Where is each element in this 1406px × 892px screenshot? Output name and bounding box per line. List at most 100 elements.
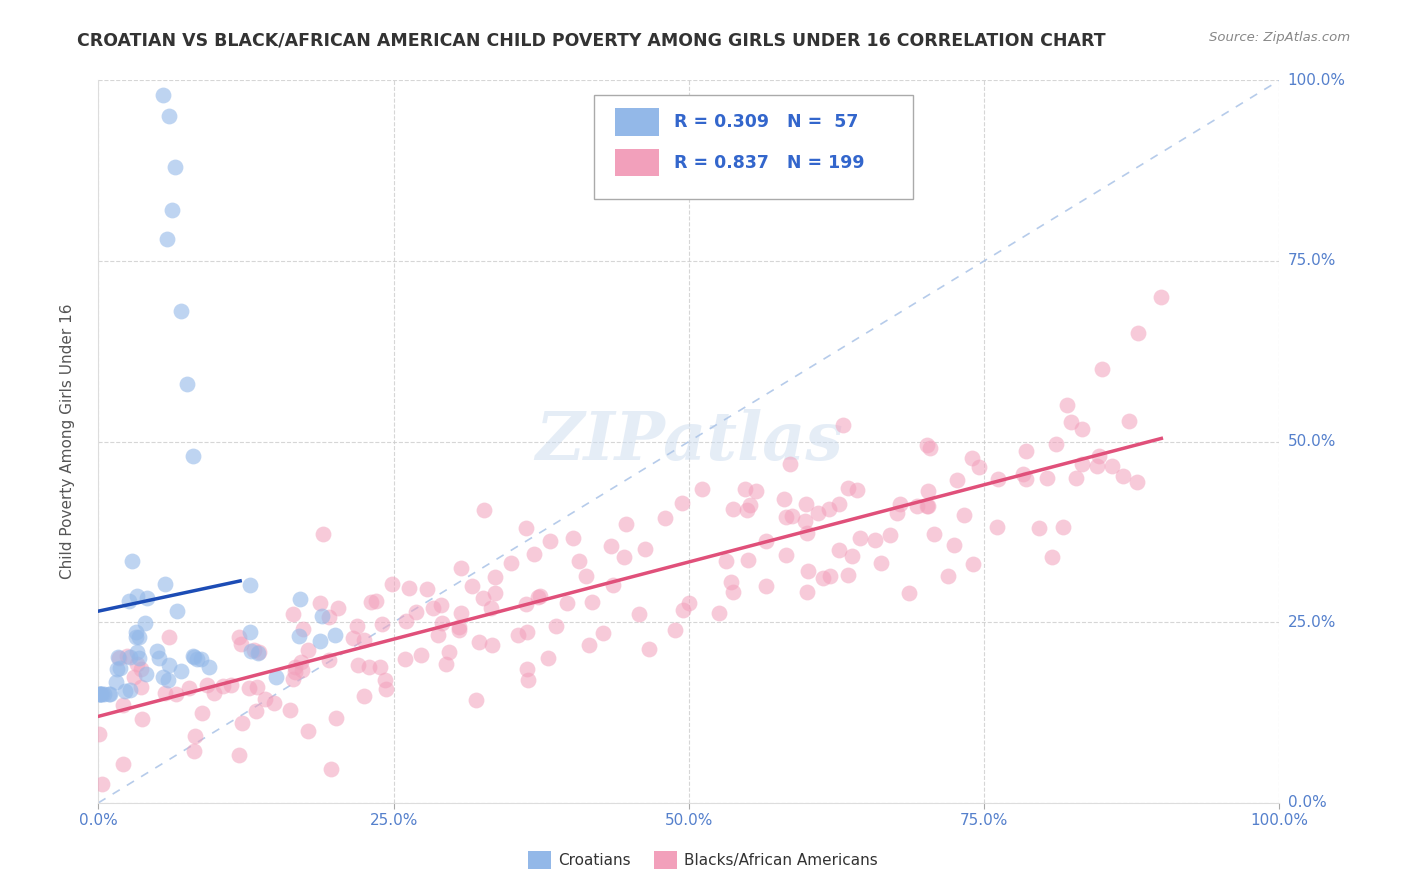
Legend: Croatians, Blacks/African Americans: Croatians, Blacks/African Americans (522, 845, 884, 875)
Point (135, 667, 157, 681)
Point (353, 690, 375, 704)
Point (219, 678, 242, 692)
Y-axis label: Child Poverty Among Girls Under 16: Child Poverty Among Girls Under 16 (60, 304, 75, 579)
Point (602, 578, 624, 592)
Point (245, 680, 267, 694)
Point (134, 615, 156, 630)
Point (1012, 467, 1035, 481)
Point (90, 687, 112, 701)
Point (395, 614, 418, 628)
Point (291, 663, 314, 677)
Point (156, 673, 179, 687)
Point (472, 503, 495, 517)
Point (118, 682, 141, 697)
Point (170, 664, 193, 678)
Point (1040, 549, 1063, 564)
Point (326, 600, 349, 615)
Point (484, 585, 506, 599)
Point (870, 556, 893, 570)
Point (122, 670, 145, 684)
Point (323, 628, 346, 642)
Point (917, 438, 939, 452)
Point (160, 203, 183, 218)
Point (735, 503, 758, 517)
Point (479, 601, 502, 615)
Point (738, 498, 761, 512)
Point (634, 542, 657, 557)
Point (775, 510, 797, 524)
Point (128, 651, 150, 665)
Point (264, 670, 287, 684)
Point (721, 502, 744, 516)
Point (796, 584, 818, 599)
Point (568, 553, 591, 567)
Point (118, 594, 141, 608)
Point (239, 625, 262, 640)
Point (464, 693, 486, 707)
Point (915, 499, 938, 513)
Point (638, 641, 661, 656)
Point (107, 650, 129, 665)
Point (1036, 471, 1059, 485)
Point (129, 662, 152, 676)
Point (278, 703, 301, 717)
Point (1091, 362, 1114, 376)
Point (797, 564, 820, 578)
Point (359, 660, 381, 674)
Point (318, 609, 340, 624)
Point (136, 591, 159, 606)
Point (394, 652, 416, 666)
Point (229, 637, 252, 651)
Point (157, 658, 180, 673)
Point (628, 607, 651, 621)
Point (737, 553, 759, 567)
Point (837, 481, 859, 495)
Point (98, 687, 121, 701)
Point (917, 483, 939, 498)
Point (581, 594, 603, 608)
Point (714, 554, 737, 568)
Point (125, 645, 148, 659)
Point (128, 630, 150, 644)
Point (181, 649, 204, 664)
Point (152, 87, 174, 102)
Point (118, 650, 141, 665)
Point (1085, 459, 1108, 474)
Point (484, 570, 506, 584)
Point (156, 232, 179, 246)
Point (288, 629, 311, 643)
Point (811, 571, 834, 585)
Point (97, 687, 120, 701)
Point (905, 500, 928, 514)
Point (796, 526, 818, 541)
Point (368, 659, 391, 673)
Point (284, 659, 307, 673)
Point (125, 589, 148, 603)
Point (422, 601, 444, 615)
Point (89, 687, 111, 701)
Point (654, 510, 676, 524)
Point (434, 657, 457, 671)
Point (1071, 422, 1094, 436)
Point (346, 618, 368, 632)
Point (409, 648, 432, 662)
Point (319, 762, 342, 776)
Point (889, 497, 911, 511)
Point (111, 756, 134, 771)
Point (832, 418, 855, 433)
Point (818, 501, 841, 516)
Point (1101, 459, 1123, 474)
Point (515, 521, 537, 535)
Point (557, 597, 579, 611)
Point (837, 567, 859, 582)
Text: CROATIAN VS BLACK/AFRICAN AMERICAN CHILD POVERTY AMONG GIRLS UNDER 16 CORRELATIO: CROATIAN VS BLACK/AFRICAN AMERICAN CHILD… (77, 31, 1107, 49)
Point (263, 696, 285, 710)
Text: 50.0%: 50.0% (1288, 434, 1336, 449)
Point (325, 711, 347, 725)
Point (430, 599, 453, 613)
Point (157, 110, 180, 124)
Point (962, 557, 984, 571)
Point (114, 684, 136, 698)
Point (537, 650, 560, 665)
Point (186, 651, 208, 665)
